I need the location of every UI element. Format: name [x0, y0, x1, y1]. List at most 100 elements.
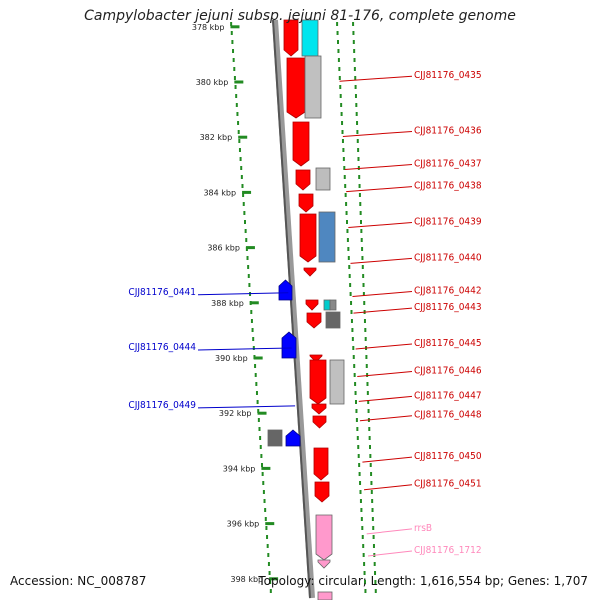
track-dot [363, 319, 366, 323]
tick-label: 384 kbp [203, 188, 236, 197]
track-dot [371, 508, 374, 512]
track-dot [362, 274, 365, 278]
gene-block-forward [283, 19, 299, 57]
track-dot [246, 256, 249, 260]
gene-label[interactable]: CJJ81176_0438 [414, 181, 482, 192]
track-dot [369, 463, 372, 467]
track-dot [359, 202, 362, 206]
track-dot [364, 337, 367, 341]
tick-label: 398 kbp [231, 575, 264, 584]
track-dot [233, 67, 236, 71]
gene-label[interactable]: CJJ81176_0447 [414, 390, 482, 401]
track-dot [365, 355, 368, 359]
track-dot [363, 301, 366, 305]
track-dot [260, 454, 263, 458]
track-dot [360, 508, 363, 512]
gene-label[interactable]: CJJ81176_0443 [414, 302, 482, 313]
gene-label[interactable]: CJJ81176_0436 [414, 125, 482, 136]
track-dot [341, 130, 344, 134]
track-dot [358, 193, 361, 197]
rrna-block [317, 591, 333, 601]
track-dot [341, 121, 344, 125]
gene-leader-line [339, 75, 413, 82]
track-dot [374, 571, 377, 575]
track-dot [236, 112, 239, 116]
track-dot [359, 211, 362, 215]
gene-block-forward [292, 121, 310, 167]
track-dot [353, 364, 356, 368]
track-dot [350, 310, 353, 314]
gene-label[interactable]: CJJ81176_0435 [414, 70, 482, 81]
gene-label[interactable]: CJJ81176_1712 [414, 545, 482, 556]
track-dot [374, 580, 377, 584]
track-dot [268, 571, 271, 575]
track-dot [354, 391, 357, 395]
track-dot [347, 256, 350, 260]
track-dot [240, 166, 243, 170]
gene-label[interactable]: CJJ81176_0444 [128, 342, 196, 353]
track-dot [267, 553, 270, 557]
gene-label[interactable]: CJJ81176_0441 [128, 287, 196, 298]
track-dot [342, 148, 345, 152]
gene-label[interactable]: CJJ81176_0437 [414, 159, 482, 170]
page-title: Campylobacter jejuni subsp. jejuni 81-17… [84, 8, 516, 24]
track-dot [366, 382, 369, 386]
gene-leader-line [355, 343, 413, 350]
track-dot [353, 58, 356, 62]
gene-label[interactable]: CJJ81176_0445 [414, 338, 482, 349]
track-dot [352, 355, 355, 359]
track-dot [357, 166, 360, 170]
gene-block-forward [312, 415, 327, 429]
gene-label[interactable]: CJJ81176_0439 [414, 217, 482, 228]
gene-block-forward [299, 213, 317, 263]
track-dot [354, 85, 357, 89]
track-dot [262, 490, 265, 494]
track-dot [367, 400, 370, 404]
gene-leader-line [346, 186, 413, 193]
track-dot [357, 454, 360, 458]
tick-label: 380 kbp [196, 78, 229, 87]
track-dot [233, 76, 236, 80]
track-dot [340, 112, 343, 116]
track-dot [348, 265, 351, 269]
track-dot [231, 40, 234, 44]
track-dot [372, 544, 375, 548]
track-dot [358, 184, 361, 188]
track-dot [339, 94, 342, 98]
track-dot [250, 319, 253, 323]
gene-label[interactable]: CJJ81176_0446 [414, 366, 482, 377]
track-dot [356, 121, 359, 125]
gene-block-forward [303, 267, 317, 277]
gene-block-reverse [278, 279, 293, 301]
gene-label[interactable]: CJJ81176_0440 [414, 252, 482, 263]
track-dot [362, 544, 365, 548]
track-dot [369, 445, 371, 449]
gene-label[interactable]: CJJ81176_0451 [414, 479, 482, 490]
track-dot [359, 481, 362, 485]
gene-label[interactable]: rrsB [414, 523, 432, 534]
gene-leader-line [197, 405, 296, 409]
gene-block-reverse [285, 429, 301, 447]
gene-label[interactable]: CJJ81176_0449 [128, 400, 196, 411]
track-dot [368, 436, 371, 440]
track-dot [354, 94, 357, 98]
gene-block-forward [309, 354, 323, 363]
track-dot [357, 445, 360, 449]
track-dot [251, 328, 254, 332]
track-dot [248, 283, 251, 287]
track-dot [362, 553, 365, 557]
track-dot [354, 382, 357, 386]
rrna-block [315, 514, 333, 561]
annotation-bar-steelblue [318, 211, 336, 263]
gene-leader-line [362, 456, 413, 463]
track-dot [232, 58, 235, 62]
track-dot [242, 202, 245, 206]
track-dot [352, 40, 355, 44]
track-dot [364, 328, 367, 332]
track-dot [230, 31, 233, 35]
gene-label[interactable]: CJJ81176_0448 [414, 410, 482, 421]
track-dot [269, 580, 272, 584]
gene-label[interactable]: CJJ81176_0442 [414, 286, 482, 297]
track-dot [357, 148, 360, 152]
gene-label[interactable]: CJJ81176_0450 [414, 451, 482, 462]
